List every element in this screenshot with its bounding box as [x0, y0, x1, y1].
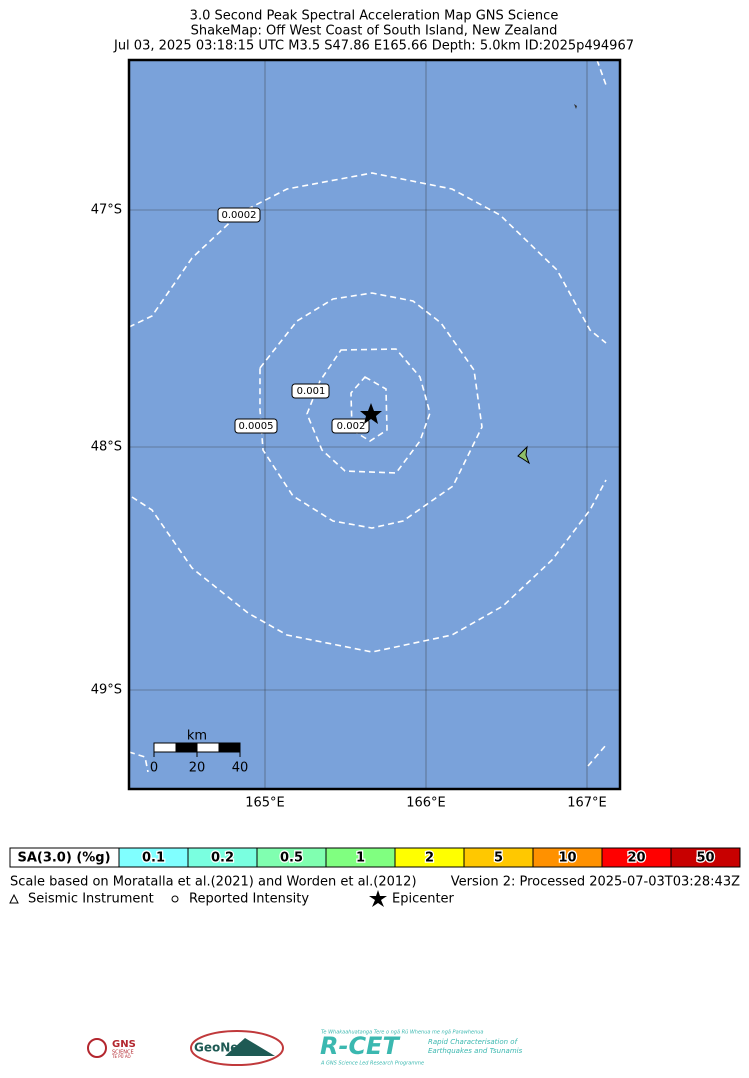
- note: Scale based on Moratalla et al.(2021) an…: [10, 875, 417, 890]
- contour-label-box: [291, 383, 330, 399]
- ocean: [129, 60, 620, 789]
- event-info: Jul 03, 2025 03:18:15 UTC M3.5 S47.86 E1…: [113, 39, 634, 54]
- subtitle: ShakeMap: Off West Coast of South Island…: [191, 24, 558, 39]
- contour: [306, 348, 431, 474]
- contour: [128, 172, 607, 344]
- island: [574, 104, 577, 109]
- scale-segment: [218, 743, 240, 752]
- logo-text: A GNS Science Led Research Programme: [320, 1061, 424, 1067]
- contour-label: 0.0005: [239, 421, 274, 432]
- contour: [596, 59, 607, 86]
- geonet-mark: [225, 1038, 275, 1056]
- legend-bin-label: 0.5: [280, 851, 303, 866]
- map: 0.0002 0.001 0.0005 0.002 km 0 20 40: [127, 58, 622, 791]
- scale-label: 40: [232, 761, 249, 776]
- legend-bin-label: 50: [696, 851, 714, 866]
- contour-label: 0.0002: [222, 210, 257, 221]
- legend-label: SA(3.0) (%g): [17, 851, 110, 866]
- logo-text: Te Whakaahuatanga Tere o ngā Rū Whenua m…: [321, 1030, 483, 1036]
- contour-label-box: [331, 418, 370, 434]
- epicenter-symbol: [369, 890, 387, 907]
- logo-text: R-CET: [320, 1032, 400, 1060]
- title: 3.0 Second Peak Spectral Acceleration Ma…: [190, 9, 559, 24]
- symbol-label: Seismic Instrument: [28, 892, 154, 907]
- map-frame: [127, 58, 622, 791]
- legend-bin: [670, 847, 741, 868]
- legend-bin-label: 0.2: [211, 851, 234, 866]
- logo-text: GeoNet: [194, 1041, 244, 1055]
- logo-text: TE PŪ AO: [111, 1054, 131, 1059]
- logo-text: Earthquakes and Tsunamis: [428, 1047, 523, 1055]
- legend-bin-label: 10: [558, 851, 576, 866]
- legend-bin-label: 1: [356, 851, 365, 866]
- logo-text: GNS: [112, 1039, 136, 1050]
- lon-label: 167°E: [567, 796, 607, 811]
- geonet-mark: [190, 1030, 284, 1066]
- contour-label-box: [234, 418, 278, 434]
- contour-label: 0.002: [337, 421, 366, 432]
- lon-label: 166°E: [406, 796, 446, 811]
- instrument-symbol: [9, 893, 19, 904]
- gns-mark: [87, 1038, 107, 1058]
- symbol-label: Reported Intensity: [189, 892, 309, 907]
- intensity-symbol: [171, 895, 179, 903]
- symbol-label: Epicenter: [392, 892, 455, 907]
- lat-label: 48°S: [91, 440, 122, 455]
- scale-label: 0: [150, 761, 158, 776]
- contour: [350, 375, 388, 442]
- lon-label: 165°E: [245, 796, 285, 811]
- island: [517, 445, 531, 465]
- scale-segment: [175, 743, 197, 752]
- contour-label-box: [217, 207, 261, 223]
- legend-bin-label: 20: [627, 851, 645, 866]
- epicenter: [360, 403, 382, 424]
- scale-unit: km: [187, 729, 207, 744]
- note: Version 2: Processed 2025-07-03T03:28:43…: [451, 875, 740, 890]
- legend-bin-label: 5: [494, 851, 503, 866]
- lat-label: 47°S: [91, 203, 122, 218]
- contour: [131, 479, 607, 653]
- legend-bin-label: 0.1: [142, 851, 165, 866]
- scale-bar: km 0 20 40: [150, 729, 248, 776]
- logo-text: Rapid Characterisation of: [428, 1038, 519, 1046]
- contour-label: 0.001: [297, 386, 326, 397]
- legend-bin-label: 2: [425, 851, 434, 866]
- contour: [587, 744, 607, 767]
- logo-text: SCIENCE: [112, 1050, 134, 1056]
- scale-label: 20: [189, 761, 206, 776]
- contour: [128, 751, 149, 773]
- contour: [259, 292, 483, 529]
- logos: GNS SCIENCE TE PŪ AO GeoNet Te Whakaahua…: [87, 1030, 523, 1067]
- legend: SA(3.0) (%g) 0.1 0.2 0.5 1 2 5 10 20 50: [9, 847, 741, 868]
- lat-label: 49°S: [91, 683, 122, 698]
